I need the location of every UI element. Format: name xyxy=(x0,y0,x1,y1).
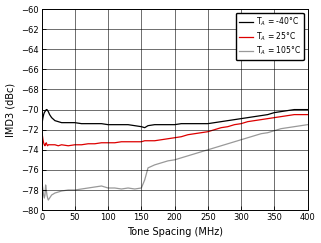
X-axis label: Tone Spacing (MHz): Tone Spacing (MHz) xyxy=(126,227,222,237)
Legend: T$_A$ = -40°C, T$_A$ = 25°C, T$_A$ = 105°C: T$_A$ = -40°C, T$_A$ = 25°C, T$_A$ = 105… xyxy=(236,13,304,60)
Y-axis label: IMD3 (dBc): IMD3 (dBc) xyxy=(5,83,15,137)
